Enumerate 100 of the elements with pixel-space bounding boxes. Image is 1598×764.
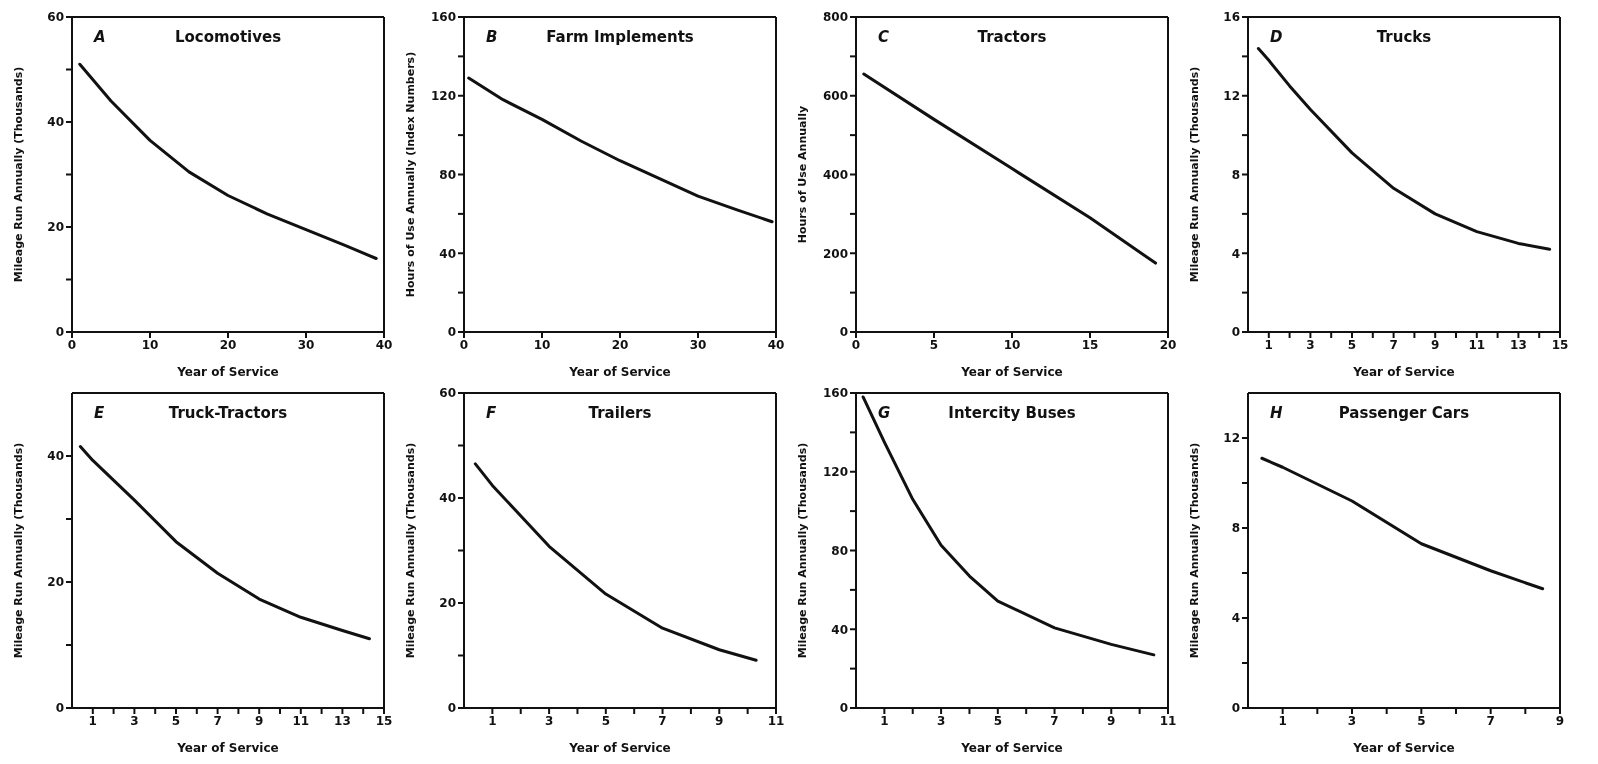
x-tick-label: 3 bbox=[1347, 713, 1357, 728]
x-tick-label: 11 bbox=[1468, 337, 1486, 352]
x-tick-label: 40 bbox=[375, 337, 393, 352]
y-tick-label: 60 bbox=[439, 386, 456, 401]
y-tick-label: 16 bbox=[1223, 10, 1240, 25]
y-tick-label: 40 bbox=[439, 491, 456, 506]
x-tick-label: 5 bbox=[171, 713, 181, 728]
x-axis-title: Year of Service bbox=[568, 365, 671, 379]
y-tick-label: 0 bbox=[1231, 701, 1240, 716]
y-tick-label: 4 bbox=[1231, 246, 1240, 261]
x-tick-label: 1 bbox=[1278, 713, 1287, 728]
y-tick-label: 40 bbox=[439, 246, 456, 261]
x-axis-title: Year of Service bbox=[960, 741, 1063, 755]
annotation: C bbox=[878, 28, 890, 46]
y-tick-label: 40 bbox=[47, 449, 64, 464]
x-tick-label: 0 bbox=[67, 337, 77, 352]
text: Trailers bbox=[588, 404, 652, 422]
y-tick-label: 0 bbox=[839, 325, 848, 340]
y-tick-label: 120 bbox=[430, 89, 456, 104]
x-axis-title: Year of Service bbox=[1352, 365, 1455, 379]
x-tick-label: 10 bbox=[1003, 337, 1021, 352]
x-tick-label: 15 bbox=[375, 713, 393, 728]
x-tick-label: 3 bbox=[130, 713, 139, 728]
y-tick-label: 20 bbox=[439, 596, 456, 611]
y-tick-label: 400 bbox=[822, 167, 848, 182]
x-tick-label: 3 bbox=[544, 713, 554, 728]
x-tick-label: 10 bbox=[533, 337, 551, 352]
y-tick-label: 0 bbox=[447, 701, 456, 716]
y-tick-label: 0 bbox=[839, 701, 848, 716]
y-axis-title: Mileage Run Annually (Thousands) bbox=[11, 66, 25, 283]
y-tick-label: 60 bbox=[47, 10, 64, 25]
x-tick-label: 7 bbox=[1050, 713, 1059, 728]
x-tick-label: 13 bbox=[334, 713, 351, 728]
x-tick-label: 7 bbox=[1389, 337, 1398, 352]
y-tick-label: 12 bbox=[1223, 431, 1240, 446]
annotation: G bbox=[878, 404, 891, 422]
x-tick-label: 1 bbox=[88, 713, 97, 728]
annotation: E bbox=[94, 404, 105, 422]
line-series bbox=[78, 62, 378, 260]
y-tick-label: 0 bbox=[55, 701, 64, 716]
x-tick-label: 3 bbox=[1306, 337, 1315, 352]
x-tick-label: 9 bbox=[1107, 713, 1116, 728]
x-tick-label: 9 bbox=[1431, 337, 1440, 352]
x-tick-label: 5 bbox=[1347, 337, 1357, 352]
x-tick-label: 1 bbox=[880, 713, 889, 728]
line-series bbox=[78, 445, 371, 641]
x-tick-label: 11 bbox=[292, 713, 310, 728]
x-tick-label: 20 bbox=[1159, 337, 1177, 352]
y-tick-label: 600 bbox=[822, 89, 848, 104]
x-axis-title: Year of Service bbox=[568, 741, 671, 755]
y-axis-title: Mileage Run Annually (Thousands) bbox=[1187, 66, 1201, 283]
y-tick-label: 160 bbox=[430, 10, 456, 25]
x-tick-label: 5 bbox=[601, 713, 610, 728]
x-axis-title: Year of Service bbox=[176, 741, 279, 755]
line-series bbox=[862, 72, 1158, 265]
x-tick-label: 11 bbox=[767, 713, 785, 728]
text: Truck-Tractors bbox=[168, 404, 288, 422]
y-tick-label: 20 bbox=[47, 575, 64, 590]
x-tick-label: 5 bbox=[1417, 713, 1426, 728]
y-tick-label: 8 bbox=[1231, 167, 1240, 182]
x-tick-label: 15 bbox=[1551, 337, 1569, 352]
x-axis-title: Year of Service bbox=[176, 365, 279, 379]
annotation: D bbox=[1270, 28, 1283, 46]
y-tick-label: 200 bbox=[822, 246, 848, 261]
y-tick-label: 40 bbox=[47, 115, 64, 130]
y-tick-label: 120 bbox=[822, 465, 848, 480]
x-tick-label: 0 bbox=[459, 337, 469, 352]
text: Tractors bbox=[977, 28, 1047, 46]
x-tick-label: 7 bbox=[213, 713, 222, 728]
x-tick-label: 13 bbox=[1510, 337, 1527, 352]
text: Intercity Buses bbox=[948, 404, 1076, 422]
x-tick-label: 40 bbox=[767, 337, 785, 352]
y-tick-label: 0 bbox=[447, 325, 456, 340]
y-axis-title: Mileage Run Annually (Thousands) bbox=[1187, 442, 1201, 659]
x-tick-label: 30 bbox=[297, 337, 315, 352]
y-tick-label: 80 bbox=[439, 167, 456, 182]
line-series bbox=[1256, 47, 1552, 251]
x-tick-label: 1 bbox=[488, 713, 497, 728]
x-tick-label: 9 bbox=[1555, 713, 1565, 728]
y-tick-label: 800 bbox=[822, 10, 848, 25]
text: Locomotives bbox=[174, 28, 282, 46]
annotation: B bbox=[486, 28, 498, 46]
x-tick-label: 10 bbox=[141, 337, 159, 352]
line-series bbox=[473, 462, 758, 662]
x-tick-label: 7 bbox=[1486, 713, 1495, 728]
x-tick-label: 20 bbox=[611, 337, 629, 352]
x-tick-label: 15 bbox=[1081, 337, 1099, 352]
annotation: F bbox=[486, 404, 497, 422]
x-axis-title: Year of Service bbox=[1352, 741, 1455, 755]
y-axis-title: Mileage Run Annually (Thousands) bbox=[11, 442, 25, 659]
y-tick-label: 8 bbox=[1231, 521, 1240, 536]
y-tick-label: 40 bbox=[831, 622, 848, 637]
x-tick-label: 5 bbox=[929, 337, 939, 352]
x-tick-label: 5 bbox=[993, 713, 1002, 728]
x-tick-label: 9 bbox=[715, 713, 724, 728]
x-tick-label: 0 bbox=[851, 337, 861, 352]
y-axis-title: Hours of Use Annually (Index Numbers) bbox=[403, 51, 417, 298]
x-tick-label: 7 bbox=[658, 713, 667, 728]
y-axis-title: Hours of Use Annually bbox=[795, 105, 809, 244]
text: Passenger Cars bbox=[1338, 404, 1470, 422]
